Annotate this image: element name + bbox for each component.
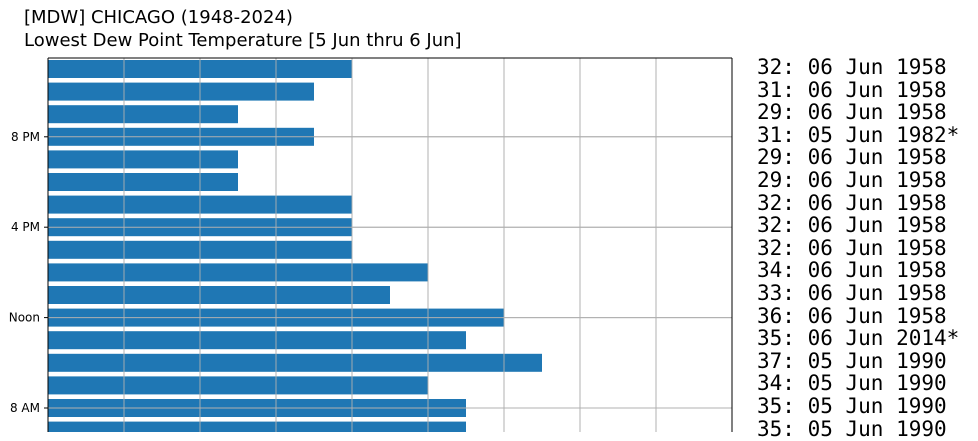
annotation-label: 29: 06 Jun 1958: [757, 168, 947, 192]
y-tick-label: 8 PM: [11, 130, 40, 144]
bar: [48, 150, 238, 169]
bar: [48, 421, 466, 432]
y-tick-label: 8 AM: [10, 401, 40, 415]
annotation-label: 32: 06 Jun 1958: [757, 235, 947, 260]
bar: [48, 173, 238, 191]
axes: [47, 57, 733, 432]
annotation-label: 34: 06 Jun 1958: [757, 258, 947, 283]
y-tick-label: 4 PM: [11, 220, 40, 234]
chart-title: [MDW] CHICAGO (1948-2024): [24, 7, 293, 28]
annotation-label: 33: 06 Jun 1958: [757, 281, 947, 305]
annotation-label: 29: 06 Jun 1958: [757, 100, 947, 125]
annotation-label: 31: 06 Jun 1958: [757, 77, 947, 102]
bar: [48, 105, 238, 124]
annotation-label: 31: 05 Jun 1982*: [757, 122, 960, 147]
annotation-label: 37: 05 Jun 1990: [757, 348, 947, 373]
annotation-label: 35: 05 Jun 1990: [757, 416, 947, 441]
chart-subtitle: Lowest Dew Point Temperature [5 Jun thru…: [24, 30, 462, 51]
annotation-label: 32: 06 Jun 1958: [757, 190, 947, 215]
annotation-label: 29: 06 Jun 1958: [757, 145, 947, 170]
bar-chart: 8 PM 4 PM Noon 8 AM: [9, 57, 733, 432]
annotation-label: 32: 06 Jun 1958: [757, 213, 947, 238]
annotation-label: 36: 06 Jun 1958: [757, 303, 947, 328]
bar: [48, 376, 428, 395]
bars: [48, 58, 732, 432]
annotation-label: 35: 06 Jun 2014*: [757, 326, 960, 351]
annotation-label: 34: 05 Jun 1990: [757, 371, 947, 396]
y-tick-label: Noon: [9, 311, 40, 325]
y-ticks: 8 PM 4 PM Noon 8 AM: [9, 130, 48, 415]
bar: [48, 331, 466, 350]
annotation-label: 32: 06 Jun 1958: [757, 55, 947, 79]
bar: [48, 82, 314, 101]
bar: [48, 263, 428, 282]
bar: [48, 353, 542, 372]
annotation-label: 35: 05 Jun 1990: [757, 394, 947, 418]
bar: [48, 286, 390, 304]
